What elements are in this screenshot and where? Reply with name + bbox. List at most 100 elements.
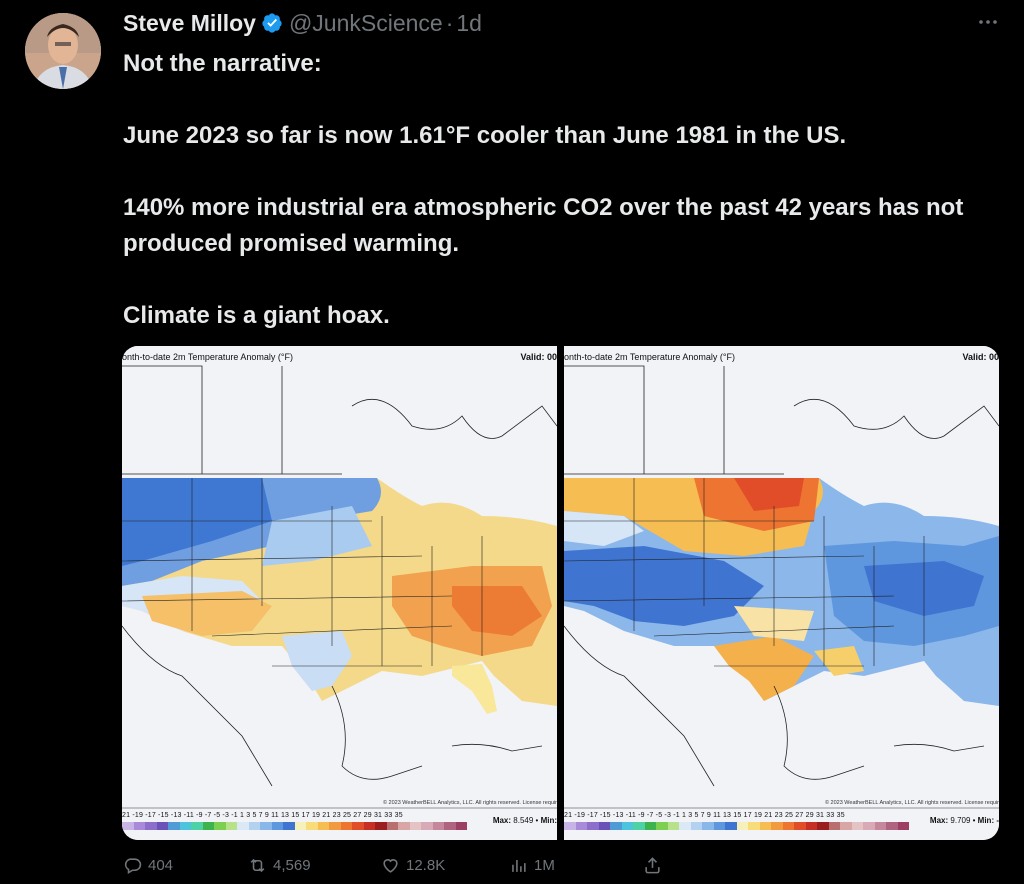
colorbar-swatch <box>886 822 898 830</box>
colorbar-swatch <box>444 822 456 830</box>
tweet-line: 140% more industrial era atmospheric CO2… <box>123 194 964 257</box>
colorbar-swatch <box>644 822 656 830</box>
colorbar-swatch <box>191 822 203 830</box>
colorbar-swatch <box>248 822 260 830</box>
colorbar-swatch <box>863 822 875 830</box>
colorbar-swatch <box>771 822 783 830</box>
tweet-header: Steve Milloy @JunkScience · 1d <box>123 8 482 38</box>
colorbar-swatch <box>340 822 352 830</box>
colorbar-swatch <box>421 822 433 830</box>
colorbar-swatch <box>621 822 633 830</box>
colorbar-swatch <box>214 822 226 830</box>
temperature-anomaly-map-june-2023[interactable]: onth-to-date 2m Temperature Anomaly (°F)… <box>564 346 999 840</box>
map-copyright: © 2023 WeatherBELL Analytics, LLC. All r… <box>824 800 999 806</box>
colorbar-swatch <box>564 822 576 830</box>
colorbar-swatch <box>656 822 668 830</box>
author-avatar[interactable] <box>25 13 101 89</box>
colorbar-swatch <box>375 822 387 830</box>
colorbar-swatch <box>145 822 157 830</box>
colorbar-swatch <box>759 822 771 830</box>
colorbar-swatch <box>133 822 145 830</box>
colorbar-swatch <box>225 822 237 830</box>
colorbar-swatch <box>409 822 421 830</box>
colorbar-swatch <box>713 822 725 830</box>
temperature-anomaly-map-june-1981[interactable]: onth-to-date 2m Temperature Anomaly (°F)… <box>122 346 557 840</box>
share-button[interactable] <box>643 856 668 875</box>
map-valid-label: Valid: 00 <box>520 352 557 362</box>
retweet-icon <box>250 858 265 872</box>
colorbar-swatch <box>398 822 410 830</box>
colorbar-swatch <box>748 822 760 830</box>
tweet-text: Not the narrative: June 2023 so far is n… <box>123 46 1003 334</box>
colorbar-swatch <box>840 822 852 830</box>
min-label: Min: <box>540 816 557 825</box>
reply-count: 404 <box>148 856 174 874</box>
tweet-line: Climate is a giant hoax. <box>123 302 390 329</box>
colorbar-swatch <box>156 822 168 830</box>
reply-icon <box>124 857 142 874</box>
map-max-min: Max: 8.549 • Min: <box>492 816 557 825</box>
colorbar-swatch <box>725 822 737 830</box>
colorbar-swatch <box>805 822 817 830</box>
colorbar-swatch <box>702 822 714 830</box>
view-count: 1M <box>534 856 555 874</box>
colorbar-swatch <box>455 822 467 830</box>
map-graphic <box>122 346 557 840</box>
like-count: 12.8K <box>406 856 446 874</box>
author-handle[interactable]: @JunkScience <box>288 9 443 36</box>
colorbar-swatch <box>352 822 364 830</box>
colorbar-swatch <box>179 822 191 830</box>
tweet-actions: 404 4,569 12.8K 1M <box>123 852 663 878</box>
colorbar-swatch <box>667 822 679 830</box>
map-graphic <box>564 346 999 840</box>
colorbar-swatch <box>237 822 249 830</box>
tweet-time[interactable]: 1d <box>456 9 482 36</box>
heart-icon <box>383 858 398 873</box>
colorbar-swatch <box>260 822 272 830</box>
min-label: Min: - <box>977 816 999 825</box>
colorbar-swatch <box>202 822 214 830</box>
legend-scale: 21 -19 -17 -15 -13 -11 -9 -7 -5 -3 -1 1 … <box>564 812 845 819</box>
retweet-button[interactable]: 4,569 <box>248 856 311 875</box>
colorbar-swatch <box>306 822 318 830</box>
colorbar-swatch <box>851 822 863 830</box>
reply-button[interactable]: 404 <box>123 856 173 875</box>
max-value: 9.709 <box>950 816 971 825</box>
colorbar-swatch <box>575 822 587 830</box>
tweet-line: Not the narrative: <box>123 50 322 77</box>
retweet-count: 4,569 <box>273 856 311 874</box>
views-button[interactable]: 1M <box>509 856 555 875</box>
temperature-colorbar <box>564 822 909 830</box>
colorbar-swatch <box>736 822 748 830</box>
max-label: Max: <box>929 816 949 825</box>
colorbar-swatch <box>432 822 444 830</box>
colorbar-swatch <box>874 822 886 830</box>
colorbar-swatch <box>782 822 794 830</box>
colorbar-swatch <box>690 822 702 830</box>
tweet-media[interactable]: onth-to-date 2m Temperature Anomaly (°F)… <box>122 346 999 840</box>
colorbar-swatch <box>598 822 610 830</box>
max-value: 8.549 <box>513 816 534 825</box>
author-name[interactable]: Steve Milloy <box>123 9 256 36</box>
colorbar-swatch <box>897 822 909 830</box>
colorbar-swatch <box>122 822 134 830</box>
colorbar-swatch <box>329 822 341 830</box>
colorbar-swatch <box>363 822 375 830</box>
colorbar-swatch <box>294 822 306 830</box>
tweet-line: June 2023 so far is now 1.61°F cooler th… <box>123 122 847 149</box>
colorbar-swatch <box>283 822 295 830</box>
verified-badge-icon[interactable] <box>261 12 283 34</box>
colorbar-swatch <box>828 822 840 830</box>
map-valid-label: Valid: 00 <box>962 352 999 362</box>
views-chart-icon <box>512 859 526 872</box>
max-label: Max: <box>492 816 512 825</box>
colorbar-swatch <box>587 822 599 830</box>
separator-dot: · <box>445 9 454 36</box>
more-options-icon[interactable] <box>976 12 1000 32</box>
like-button[interactable]: 12.8K <box>381 856 445 875</box>
colorbar-swatch <box>317 822 329 830</box>
colorbar-swatch <box>817 822 829 830</box>
colorbar-swatch <box>386 822 398 830</box>
map-title: onth-to-date 2m Temperature Anomaly (°F) <box>122 352 294 362</box>
avatar-image <box>25 13 101 89</box>
